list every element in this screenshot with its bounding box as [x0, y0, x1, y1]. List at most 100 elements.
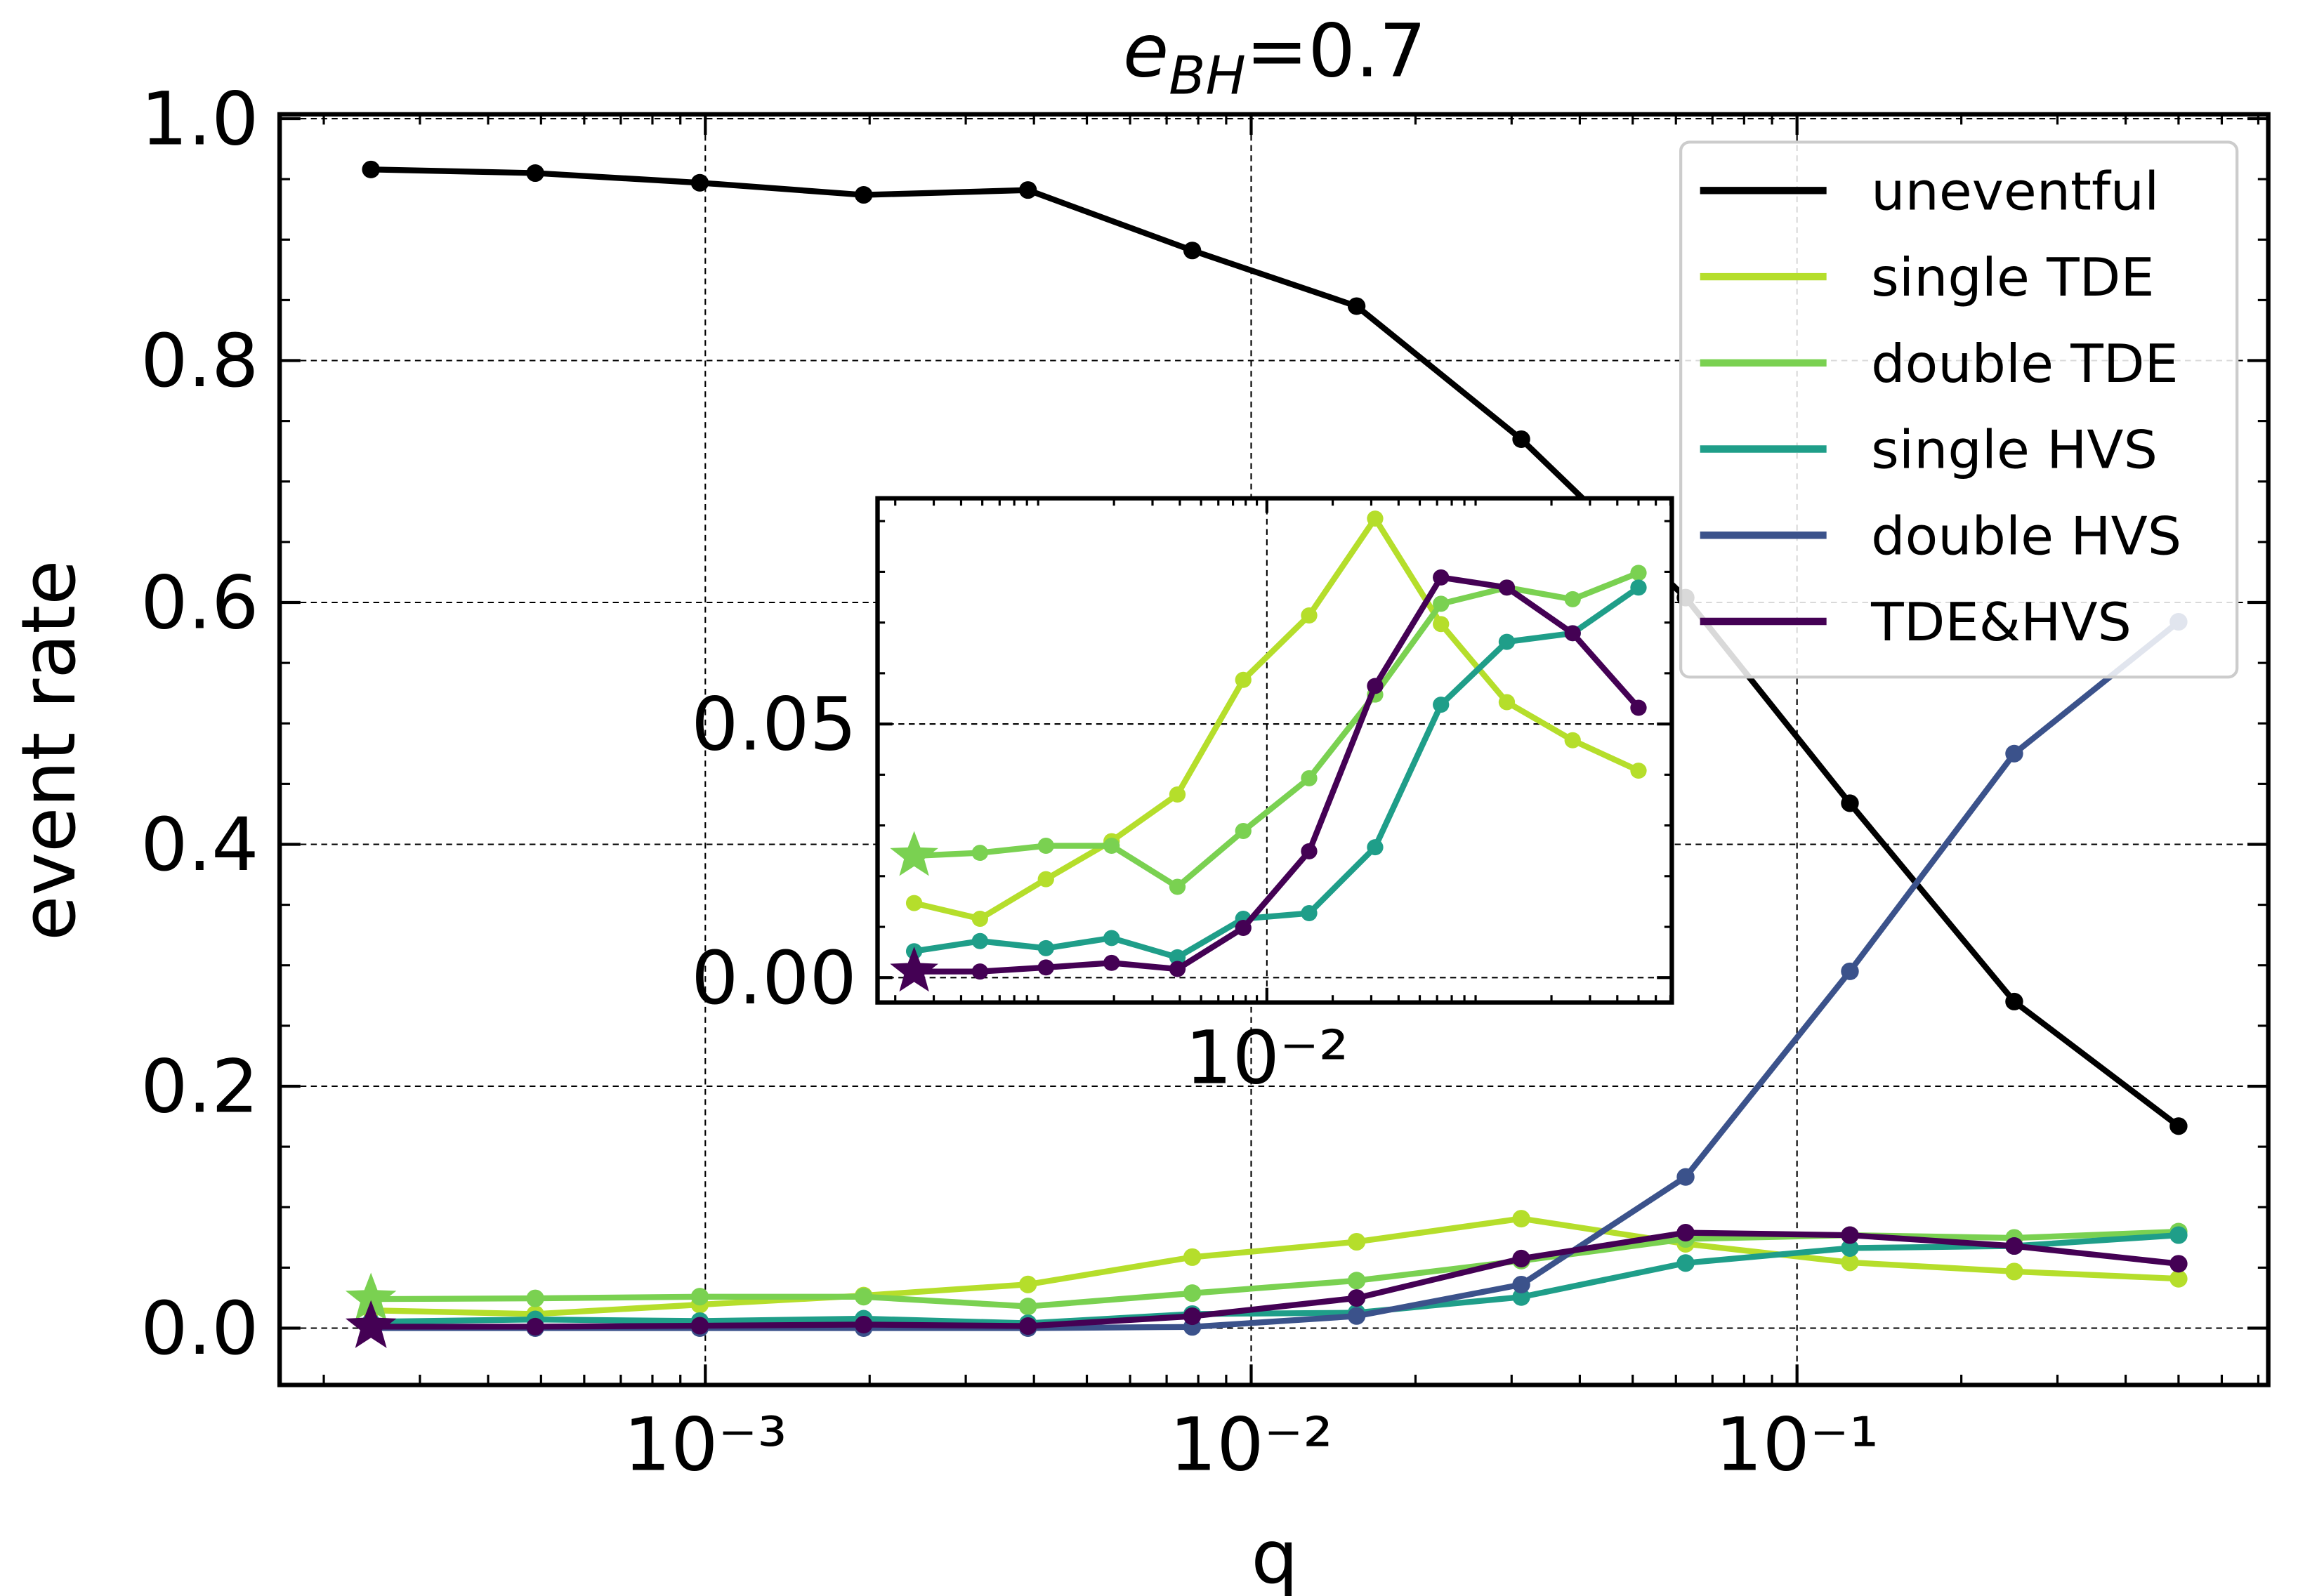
marker [1498, 694, 1516, 711]
marker [1169, 949, 1186, 965]
series-line [371, 1228, 2179, 1310]
marker [2005, 1262, 2023, 1281]
series-group [890, 510, 1647, 992]
axes-background [877, 498, 1672, 1003]
marker [1018, 1275, 1037, 1293]
marker [854, 185, 873, 204]
marker [1564, 732, 1581, 748]
marker [1367, 839, 1384, 856]
marker [1841, 794, 1859, 812]
series-group [345, 160, 2188, 1348]
marker [526, 1289, 544, 1307]
y-tick-label: 0.00 [691, 935, 857, 1021]
marker [1183, 1307, 1202, 1326]
marker [1301, 770, 1318, 786]
marker [971, 845, 989, 862]
marker [1512, 1275, 1530, 1293]
marker [1347, 297, 1366, 315]
legend-label: single TDE [1871, 247, 2154, 308]
marker [1433, 616, 1450, 633]
marker [1037, 837, 1054, 854]
legend-label: uneventful [1871, 161, 2159, 222]
marker [971, 911, 989, 927]
marker [1498, 579, 1516, 596]
marker [1433, 697, 1450, 713]
marker [526, 1317, 544, 1336]
marker [1103, 954, 1120, 971]
main-axes: 10⁻³ 10⁻² 10⁻¹ 0.0 0.2 0.4 0.6 0.8 1.0 [140, 76, 2271, 1487]
x-axis-label: q [1251, 1515, 1298, 1596]
chart-title: eBH=0.7 [1123, 8, 1426, 106]
marker [1433, 569, 1450, 586]
axes-frame [277, 112, 2271, 1387]
marker [1676, 1254, 1695, 1272]
marker [1183, 242, 1202, 260]
marker [1564, 591, 1581, 607]
marker [1630, 579, 1647, 596]
marker [1103, 930, 1120, 947]
legend-label: double TDE [1871, 333, 2179, 394]
y-tick-label: 0.05 [691, 681, 857, 767]
marker [1630, 565, 1647, 581]
marker [1301, 905, 1318, 922]
marker [526, 164, 544, 183]
marker [1347, 1307, 1366, 1325]
marker [2005, 992, 2023, 1010]
marker [905, 895, 923, 911]
marker [1037, 871, 1054, 888]
marker [1235, 920, 1252, 936]
legend-label: TDE&HVS [1870, 592, 2132, 653]
marker [1841, 962, 1859, 980]
marker [1235, 823, 1252, 839]
y-tick-label: 0.0 [140, 1286, 258, 1371]
marker [2005, 744, 2023, 763]
marker [690, 1317, 709, 1335]
marker [1564, 625, 1581, 642]
marker [1512, 1210, 1530, 1228]
marker [1018, 1317, 1037, 1336]
marker [1301, 607, 1318, 624]
marker [1183, 1248, 1202, 1266]
marker [1169, 878, 1186, 895]
marker [1841, 1226, 1859, 1244]
series-line [914, 574, 1641, 975]
marker [1676, 1224, 1695, 1242]
marker [1512, 1288, 1530, 1306]
marker [1433, 595, 1450, 612]
marker [1367, 678, 1384, 694]
marker [1367, 510, 1384, 527]
y-tick-label: 0.6 [140, 560, 258, 645]
marker [1841, 1253, 1859, 1272]
star-marker [890, 831, 938, 876]
marker [1630, 699, 1647, 716]
x-tick-label: 10⁻² [1185, 1015, 1348, 1100]
series-line [371, 1215, 2179, 1317]
y-tick-label: 0.8 [140, 318, 258, 404]
series-line [914, 570, 1640, 890]
series-line [371, 1229, 2179, 1330]
marker [1169, 786, 1186, 803]
marker [1235, 671, 1252, 688]
y-tick-label: 0.4 [140, 802, 258, 888]
inset-axes: 10⁻² 0.00 0.05 [691, 496, 1674, 1100]
marker [2169, 1255, 2188, 1273]
marker [1183, 1284, 1202, 1302]
series-line [913, 585, 1641, 961]
y-tick-label: 1.0 [140, 76, 258, 161]
marker [362, 160, 380, 178]
marker [2169, 1269, 2188, 1288]
marker [1512, 1249, 1530, 1267]
star-marker [345, 1272, 397, 1321]
legend-label: double HVS [1871, 506, 2181, 567]
marker [1347, 1272, 1366, 1290]
marker [971, 932, 989, 949]
marker [690, 173, 709, 192]
marker [690, 1288, 709, 1306]
legend-label: single HVS [1871, 419, 2158, 480]
marker [1169, 961, 1186, 977]
marker [1512, 430, 1530, 448]
marker [1018, 1298, 1037, 1316]
marker [1347, 1232, 1366, 1251]
marker [2169, 1117, 2188, 1135]
x-tick-label: 10⁻³ [624, 1402, 787, 1487]
